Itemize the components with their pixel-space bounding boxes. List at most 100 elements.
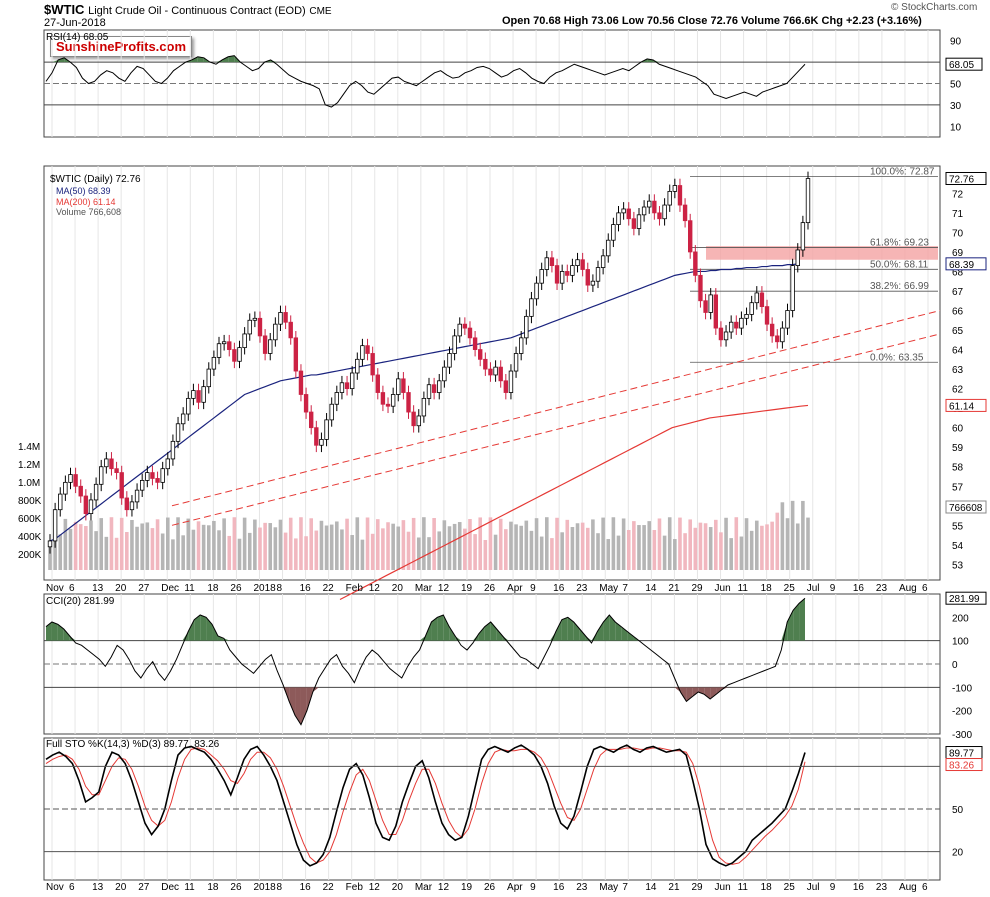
candle-body [344, 382, 350, 390]
volume-bar [273, 527, 278, 570]
candle-body [478, 349, 483, 360]
x-tick-label: 26 [484, 882, 496, 893]
rsi-tick-label: 30 [950, 101, 962, 112]
candle-body [139, 480, 145, 491]
volume-bar [335, 521, 339, 570]
sto-k-last-value: 89.77 [949, 749, 974, 760]
cci-positive-fill [200, 615, 207, 641]
candle-body [319, 438, 324, 446]
candle-body [662, 204, 667, 220]
volume-bar [68, 528, 73, 570]
candle-body [754, 292, 759, 304]
x-tick-label: 9 [830, 583, 836, 594]
cci-positive-fill [490, 622, 497, 641]
volume-bar [258, 527, 262, 570]
candle-body [688, 220, 693, 253]
candle-body [682, 204, 688, 222]
copyright: © StockCharts.com [891, 2, 978, 13]
candle-body [370, 353, 375, 376]
volume-bar [601, 517, 605, 570]
x-tick-label: 2018 [253, 882, 276, 893]
candle-body [124, 497, 130, 511]
volume-bar [396, 526, 401, 570]
volume-bar [104, 536, 109, 570]
candle-body [472, 337, 478, 350]
x-tick-label: 11 [738, 583, 749, 594]
cci-tick-label: -300 [952, 730, 972, 741]
candle-body [273, 323, 278, 341]
rsi-tick-label: 10 [950, 122, 962, 133]
x-tick-label: 9 [830, 882, 836, 893]
volume-bar [703, 523, 708, 570]
price-tick-label: 60 [952, 424, 964, 435]
candle-body [728, 321, 734, 333]
candle-body [606, 239, 611, 257]
x-tick-label: May [599, 882, 618, 893]
fib-level-label: 38.2%: 66.99 [870, 281, 929, 292]
volume-bar [94, 531, 98, 570]
x-tick-label: Apr [507, 882, 523, 893]
x-tick-label: Aug [899, 583, 917, 594]
x-tick-label: Dec [161, 583, 179, 594]
candle-body [611, 224, 616, 241]
candle-body [145, 472, 150, 481]
candle-body [360, 345, 365, 360]
volume-bar [498, 518, 503, 570]
x-tick-label: 6 [922, 882, 928, 893]
cci-tick-label: 200 [952, 613, 969, 624]
candle-body [595, 267, 601, 282]
volume-bar [171, 539, 175, 570]
cci-positive-fill [609, 615, 616, 641]
volume-bar [457, 522, 462, 570]
x-tick-label: Mar [415, 882, 433, 893]
volume-bar [411, 517, 416, 570]
price-tick-label: 65 [952, 326, 964, 337]
x-tick-label: 16 [853, 583, 865, 594]
candle-body [447, 353, 452, 368]
volume-bar [519, 525, 523, 570]
price-tick-label: 64 [952, 346, 964, 357]
candle-body [524, 315, 529, 339]
last-close-value: 72.76 [949, 174, 974, 185]
candle-body [288, 321, 293, 339]
axis-labels: NovNov66131320202727DecDec11111818262620… [18, 171, 987, 893]
candle-body [780, 327, 785, 343]
volume-bar [560, 532, 564, 570]
volume-bar [222, 518, 226, 570]
candle-body [749, 302, 754, 315]
volume-last-value: 766608 [949, 503, 983, 514]
volume-bar [227, 535, 232, 570]
rsi-panel: RSI(14) 68.05 907050301068.05 [44, 32, 983, 133]
x-tick-label: Apr [507, 583, 523, 594]
x-tick-label: 14 [645, 583, 657, 594]
candle-body [365, 345, 370, 354]
cci-tick-label: 100 [952, 637, 969, 648]
cci-positive-fill [787, 610, 794, 641]
volume-bar [529, 530, 534, 570]
volume-bars [48, 500, 810, 570]
candle-body [800, 222, 806, 251]
cci-positive-fill [567, 617, 574, 641]
x-tick-label: 6 [69, 882, 75, 893]
volume-bar [140, 523, 144, 570]
last-close-value-box [945, 171, 987, 185]
cci-positive-fill [496, 629, 503, 641]
volume-bar [493, 534, 498, 570]
cci-positive-fill [449, 626, 456, 641]
candle-body [283, 312, 288, 323]
volume-bar [626, 529, 631, 570]
sto-d-value-box [945, 758, 983, 772]
candle-body [426, 384, 432, 399]
price-tick-label: 69 [952, 248, 964, 259]
cci-positive-fill [799, 598, 805, 641]
volume-bar [575, 523, 580, 570]
candle-body [165, 458, 170, 470]
candle-body [764, 306, 770, 325]
volume-bar [483, 539, 488, 570]
cci-positive-fill [212, 624, 218, 641]
volume-bar [555, 517, 559, 570]
candle-body [114, 468, 119, 473]
volume-bar [667, 517, 672, 570]
volume-bar [657, 518, 662, 570]
x-tick-label: 29 [691, 882, 703, 893]
